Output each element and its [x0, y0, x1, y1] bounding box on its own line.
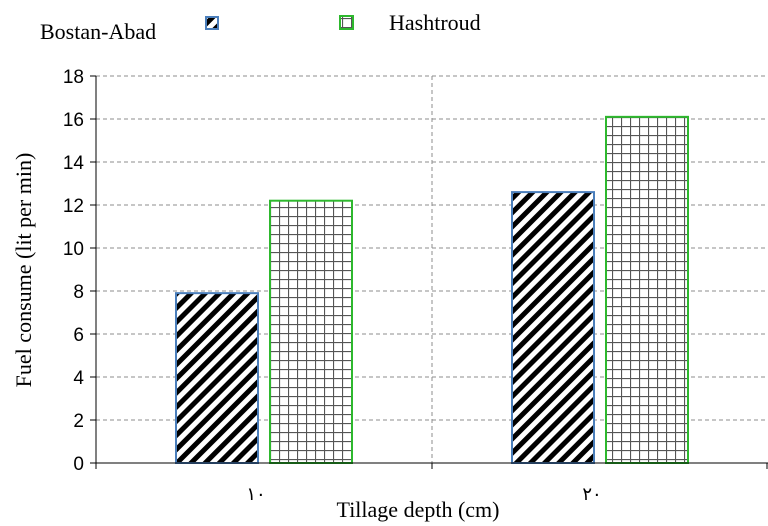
y-tick-label-0: 0: [73, 454, 84, 475]
y-tick-label-4: 4: [73, 368, 84, 389]
legend-label-bostan-abad: Bostan-Abad: [40, 19, 156, 44]
x-category-label-2: ٢٠: [582, 484, 601, 505]
legend-label-hashtroud: Hashtroud: [389, 10, 481, 35]
x-category-label-1: ١٠: [246, 484, 265, 505]
legend: Bostan-Abad Hashtroud: [40, 10, 481, 44]
axes: [90, 75, 768, 469]
y-tick-label-6: 6: [73, 325, 84, 346]
y-tick-labels: 0 2 4 6 8 10 12 14 16 18: [63, 67, 85, 475]
y-tick-label-18: 18: [63, 67, 84, 88]
y-tick-label-12: 12: [63, 196, 84, 217]
legend-swatch-bostan-abad: [205, 16, 219, 30]
bar-bostan-abad-2: [511, 191, 595, 464]
bar-hashtroud-2: [605, 115, 689, 464]
x-axis-title: Tillage depth (cm): [337, 497, 500, 522]
y-tick-label-10: 10: [63, 239, 84, 260]
bar-bostan-abad-1: [175, 292, 259, 464]
y-tick-label-14: 14: [63, 153, 85, 174]
legend-swatch-hashtroud: [339, 15, 354, 30]
y-tick-label-2: 2: [73, 411, 84, 432]
bar-hashtroud-1: [269, 199, 353, 464]
x-category-labels: ١٠ ٢٠: [246, 484, 601, 505]
y-axis-title: Fuel consume (lit per min): [11, 153, 36, 388]
y-tick-label-8: 8: [73, 282, 84, 303]
bars: [175, 115, 689, 464]
y-tick-label-16: 16: [63, 110, 84, 131]
